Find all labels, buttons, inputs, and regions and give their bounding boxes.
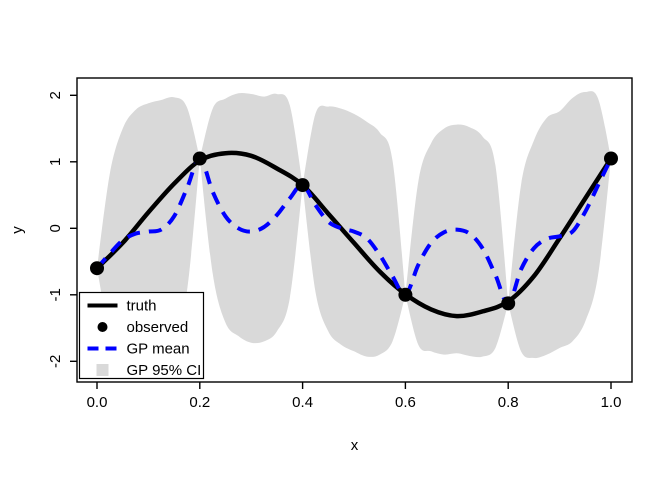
y-tick-label: 2 — [47, 91, 64, 99]
legend-label: GP mean — [127, 341, 190, 358]
truth-curve — [95, 150, 613, 319]
legend-label: GP 95% CI — [127, 362, 202, 379]
legend-symbol-square — [96, 364, 109, 376]
observed-point — [604, 151, 618, 166]
observed-point — [90, 261, 104, 276]
x-tick-label: 0.4 — [292, 394, 313, 411]
x-tick-label: 1.0 — [601, 394, 622, 411]
x-tick-label: 0.2 — [189, 394, 210, 411]
observed-point — [501, 296, 516, 311]
legend-label: truth — [127, 298, 157, 315]
y-tick-label: -2 — [47, 355, 64, 368]
plot-box — [76, 77, 633, 383]
observed-point — [295, 178, 310, 193]
ci-band-segment — [508, 91, 611, 359]
x-tick-label: 0.6 — [395, 394, 416, 411]
ci-band-segment — [199, 92, 303, 344]
observed-point — [398, 287, 413, 302]
y-tick-label: 0 — [47, 224, 64, 232]
x-tick-label: 0.8 — [498, 394, 519, 411]
ci-band-segment — [405, 124, 509, 358]
y-tick-label: 1 — [47, 158, 64, 166]
y-tick-label: -1 — [47, 288, 64, 301]
y-axis-label: y — [9, 226, 26, 234]
x-axis-label: x — [351, 437, 359, 454]
legend-symbol-point — [97, 322, 108, 332]
x-tick-label: 0.0 — [87, 394, 108, 411]
gp-mean-curve — [95, 156, 613, 306]
legend-label: observed — [127, 319, 189, 336]
observed-point — [192, 151, 207, 166]
